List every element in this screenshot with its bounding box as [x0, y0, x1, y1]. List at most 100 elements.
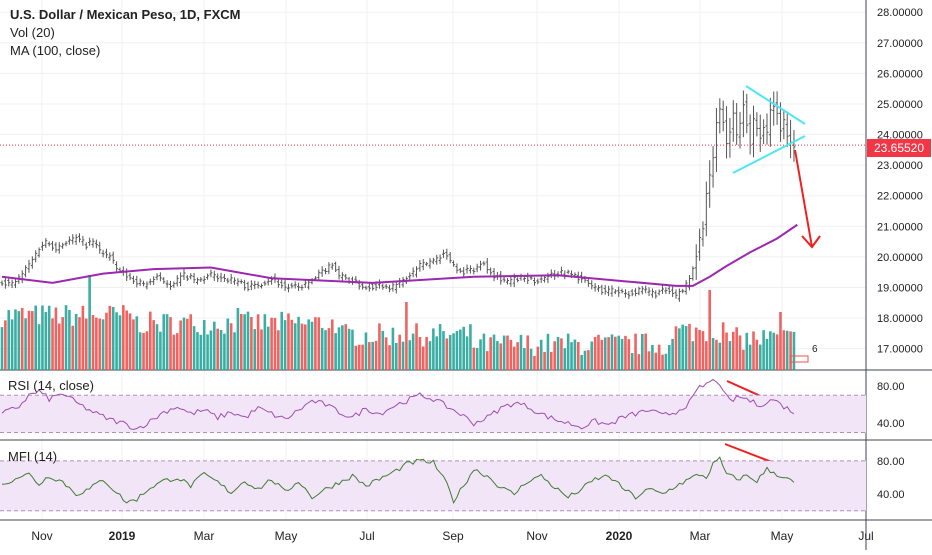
volume-bar [81, 305, 85, 370]
volume-bar [752, 331, 755, 370]
ma-indicator-label[interactable]: MA (100, close) [10, 43, 101, 58]
mfi-band [0, 460, 866, 511]
rsi-pane-label[interactable]: RSI (14, close) [8, 378, 94, 393]
volume-bar [455, 331, 459, 370]
volume-bar [250, 317, 253, 370]
ohlc-bar [489, 267, 493, 276]
ohlc-bar [401, 276, 405, 288]
ohlc-bar [640, 286, 644, 295]
ohlc-bar [772, 91, 776, 126]
volume-bar [354, 345, 358, 370]
triangle-upper-line [745, 85, 806, 125]
volume-bar [27, 310, 31, 370]
volume-bar [125, 310, 128, 370]
ohlc-bar [741, 90, 745, 138]
volume-bar [47, 305, 51, 370]
volume-bar [512, 346, 516, 370]
volume-bar [378, 323, 381, 370]
ohlc-bar [546, 272, 550, 284]
volume-bar [651, 344, 654, 370]
ohlc-bar [361, 282, 365, 290]
volume-bar [533, 355, 536, 370]
volume-bar [465, 336, 469, 370]
volume-bar [519, 334, 523, 370]
ohlc-bar [630, 288, 634, 297]
ohlc-bar [610, 285, 614, 297]
ohlc-bar [536, 278, 540, 285]
ohlc-bar [280, 279, 284, 289]
price-tick-label: 23.00000 [877, 160, 923, 172]
volume-bar [192, 326, 196, 370]
ohlc-bar [596, 285, 600, 292]
ohlc-bar [40, 241, 44, 251]
ohlc-bar [617, 286, 621, 297]
ohlc-bar [755, 112, 759, 137]
ohlc-bar [94, 239, 98, 249]
time-tick-label: Sep [442, 529, 464, 543]
ohlc-bar [135, 275, 139, 288]
volume-bar [438, 324, 442, 370]
volume-indicator-label[interactable]: Vol (20) [10, 25, 55, 40]
ohlc-bar [428, 258, 432, 269]
volume-bar [162, 314, 166, 370]
ohlc-bar [509, 276, 513, 287]
volume-bar [263, 314, 267, 370]
volume-bar [101, 319, 105, 370]
mfi-pane-label[interactable]: MFI (14) [8, 449, 58, 464]
symbol-title[interactable]: U.S. Dollar / Mexican Peso, 1D, FXCM [10, 7, 241, 22]
ohlc-bar [634, 288, 638, 297]
volume-bar [78, 317, 81, 370]
ohlc-bar [721, 100, 725, 132]
ohlc-bar [51, 241, 55, 251]
volume-bar [546, 333, 550, 370]
time-tick-label: Jul [359, 529, 374, 543]
triangle-lower-line [732, 135, 806, 174]
volume-bar [128, 313, 132, 370]
volume-bar [705, 341, 708, 370]
price-tick-label: 19.00000 [877, 282, 923, 294]
volume-bar [314, 317, 317, 370]
ohlc-bar [206, 273, 210, 280]
volume-bar [553, 341, 556, 370]
volume-bar [637, 354, 641, 370]
volume-bar [290, 319, 294, 370]
volume-bar [634, 333, 637, 370]
ohlc-bar [330, 262, 334, 270]
ohlc-bar [711, 146, 715, 188]
ohlc-bar [465, 264, 469, 274]
volume-bar [772, 332, 776, 370]
volume-bar [499, 343, 503, 370]
volume-bar [239, 314, 243, 370]
ohlc-bar [111, 251, 115, 264]
ohlc-bar [54, 242, 58, 253]
volume-bar [219, 330, 223, 370]
time-tick-label: May [275, 529, 298, 543]
ohlc-bar [627, 290, 631, 300]
ohlc-bar [30, 256, 34, 269]
ohlc-bar [485, 257, 489, 274]
ohlc-bar [479, 260, 483, 271]
ohlc-bar [367, 283, 371, 292]
ohlc-bar [782, 109, 786, 140]
ohlc-bar [391, 281, 395, 292]
ohlc-bar [704, 181, 708, 237]
ohlc-bar [381, 283, 385, 290]
volume-bar [368, 342, 371, 370]
volume-bar [492, 334, 496, 370]
ohlc-bar [620, 288, 624, 294]
ohlc-bar [202, 275, 206, 284]
ohlc-bar [324, 268, 328, 275]
volume-bar [496, 341, 499, 370]
ohlc-bar [532, 277, 536, 286]
volume-bar [769, 331, 772, 370]
ohlc-bar [142, 280, 146, 287]
ohlc-bar [431, 257, 435, 265]
ohlc-bar [37, 247, 41, 258]
volume-bar [485, 351, 489, 370]
time-tick-label: Mar [194, 529, 215, 543]
volume-bar [421, 346, 425, 370]
volume-bar [334, 333, 337, 370]
ohlc-bar [104, 248, 108, 259]
